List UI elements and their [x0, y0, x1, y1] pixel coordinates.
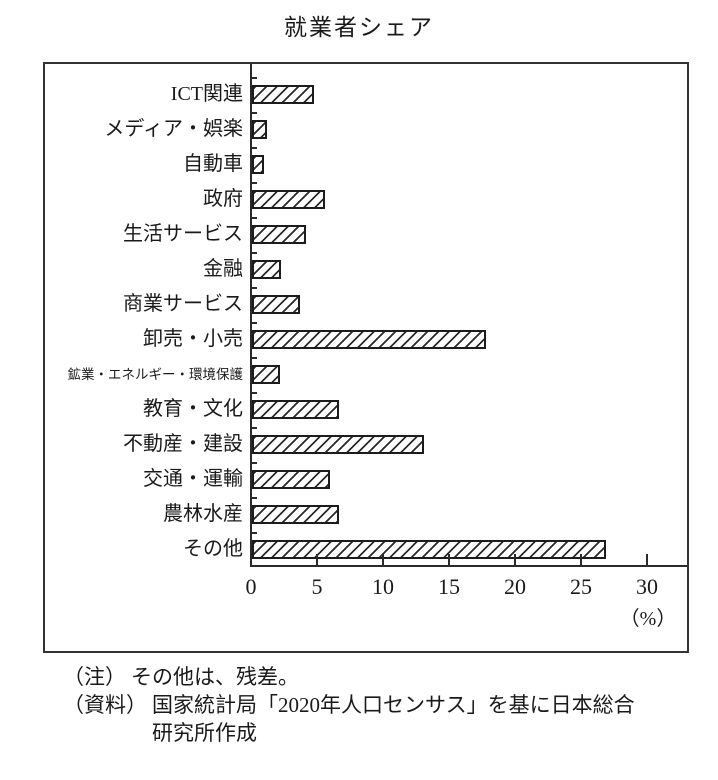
category-label: その他: [183, 538, 243, 560]
footnote-prefix: （資料）: [63, 693, 147, 717]
x-axis-tick: [514, 554, 516, 567]
category-label: ICT関連: [170, 83, 243, 105]
footnote-row: （注） その他は、残差。: [63, 663, 711, 691]
y-axis-line: [250, 64, 252, 567]
x-axis-tick: [382, 554, 384, 567]
x-axis-tick: [448, 554, 450, 567]
y-axis-tick: [252, 287, 257, 289]
x-axis-line: [250, 565, 687, 567]
y-axis-tick: [252, 462, 257, 464]
bar: [252, 225, 306, 244]
footnote-text: その他は、残差。: [131, 663, 711, 691]
footnote-prefix: （注）: [63, 665, 126, 689]
y-axis-tick: [252, 147, 257, 149]
bar: [252, 155, 264, 174]
y-axis-tick: [252, 217, 257, 219]
y-axis-tick: [252, 182, 257, 184]
category-label: 農林水産: [163, 503, 243, 525]
footnote-text: 国家統計局「2020年人口センサス」を基に日本総合 研究所作成: [152, 691, 711, 747]
category-label: 不動産・建設: [123, 433, 243, 455]
y-axis-tick: [252, 322, 257, 324]
category-label: 生活サービス: [123, 223, 243, 245]
bar: [252, 260, 281, 279]
bar: [252, 120, 267, 139]
footnote-line: 国家統計局「2020年人口センサス」を基に日本総合: [152, 693, 635, 717]
x-axis-tick-label: 5: [311, 574, 323, 599]
category-label: 鉱業・エネルギー・環境保護: [67, 367, 244, 382]
category-label: 商業サービス: [123, 293, 243, 315]
bar: [252, 85, 314, 104]
chart-title: 就業者シェア: [284, 15, 434, 40]
category-label: メディア・娯楽: [104, 118, 243, 140]
x-axis-tick: [316, 554, 318, 567]
footnote-row: （資料） 国家統計局「2020年人口センサス」を基に日本総合 研究所作成: [63, 691, 711, 747]
x-axis-tick: [580, 554, 582, 567]
bar: [252, 505, 339, 524]
x-axis-unit-label: （%）: [619, 608, 677, 630]
y-axis-tick: [252, 252, 257, 254]
chart-frame: ICT関連メディア・娯楽自動車政府生活サービス金融商業サービス卸売・小売鉱業・エ…: [43, 62, 689, 653]
footnotes: （注） その他は、残差。 （資料） 国家統計局「2020年人口センサス」を基に日本総合…: [63, 663, 711, 747]
y-axis-tick: [252, 357, 257, 359]
bar: [252, 295, 300, 314]
footnote-line: 研究所作成: [152, 721, 257, 745]
x-axis-tick: [646, 554, 648, 567]
category-label: 卸売・小売: [143, 328, 243, 350]
x-axis-tick-label: 15: [438, 574, 460, 599]
bar: [252, 400, 339, 419]
x-axis-tick-label: 10: [372, 574, 394, 599]
x-axis-tick-label: 25: [570, 574, 592, 599]
footnote-line: その他は、残差。: [131, 665, 299, 689]
x-axis-tick-label: 0: [245, 574, 257, 599]
bar: [252, 190, 325, 209]
category-label: 金融: [203, 258, 243, 280]
category-label: 自動車: [183, 153, 243, 175]
bar: [252, 540, 606, 559]
category-label: 交通・運輸: [143, 468, 243, 490]
y-axis-tick: [252, 112, 257, 114]
y-axis-tick: [252, 392, 257, 394]
y-axis-tick: [252, 427, 257, 429]
bar: [252, 470, 330, 489]
y-axis-tick: [252, 497, 257, 499]
category-label: 政府: [203, 188, 243, 210]
y-axis-tick: [252, 532, 257, 534]
bar: [252, 435, 424, 454]
category-label: 教育・文化: [143, 398, 243, 420]
x-axis-tick-label: 30: [636, 574, 658, 599]
bar: [252, 365, 280, 384]
bar: [252, 330, 486, 349]
x-axis-tick-label: 20: [504, 574, 526, 599]
y-axis-tick: [252, 77, 257, 79]
x-axis-tick: [250, 554, 252, 567]
